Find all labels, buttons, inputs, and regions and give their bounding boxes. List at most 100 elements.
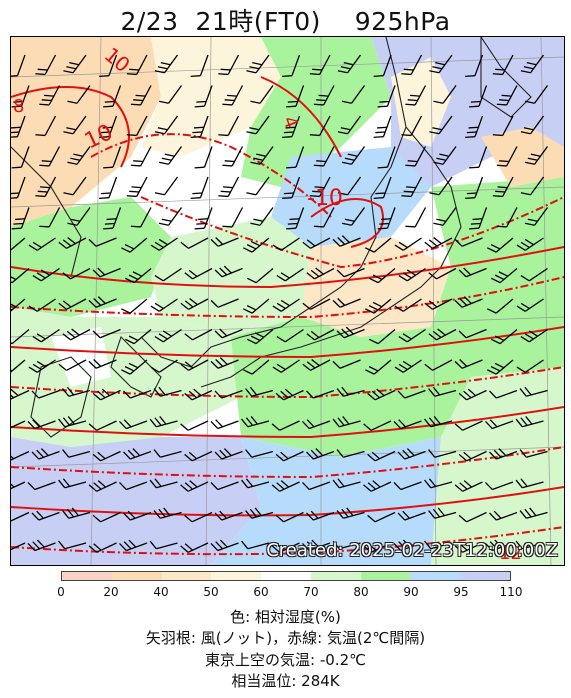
- wind-barb: [28, 298, 56, 312]
- wind-barb: [241, 416, 270, 428]
- wind-barb: [524, 146, 549, 165]
- wind-barb: [214, 510, 243, 521]
- wind-barb: [67, 207, 91, 226]
- wind-barb: [11, 115, 26, 139]
- wind-barb: [306, 328, 335, 341]
- wind-barb: [275, 511, 304, 523]
- colorbar-tick-label: 70: [303, 585, 319, 599]
- wind-barb: [454, 296, 483, 308]
- temperature-contour: [260, 76, 342, 158]
- wind-barb: [11, 146, 30, 169]
- wind-barb: [63, 54, 87, 74]
- temperature-contour: [11, 326, 564, 359]
- wind-barb: [180, 298, 209, 310]
- wind-barb: [519, 507, 548, 519]
- wind-barb: [492, 115, 514, 137]
- wind-barb: [210, 357, 239, 369]
- wind-barb: [11, 359, 26, 375]
- wind-barb: [214, 328, 243, 339]
- wind-barb: [363, 542, 392, 553]
- wind-barb: [365, 359, 392, 375]
- wind-barb: [405, 207, 427, 228]
- colorbar-tick-label: 90: [403, 585, 419, 599]
- wind-barb: [373, 115, 392, 139]
- wind-barb: [272, 298, 300, 312]
- wind-barb: [365, 298, 392, 314]
- wind-barb: [458, 388, 487, 401]
- wind-barb: [337, 176, 362, 196]
- wind-barb: [516, 298, 544, 312]
- wind-barb: [520, 176, 545, 196]
- wind-barb: [180, 237, 209, 249]
- wind-barb: [428, 507, 457, 519]
- wind-barb: [32, 328, 60, 343]
- temperature-label: 8: [13, 96, 24, 117]
- grid-line: [11, 186, 564, 208]
- wind-barb: [11, 480, 26, 492]
- temperature-contour: [11, 246, 564, 289]
- wind-barb: [154, 176, 179, 196]
- humidity-area-kanto: [301, 237, 451, 337]
- wind-barb: [454, 542, 483, 553]
- wind-barb: [180, 542, 209, 553]
- wind-barb: [515, 416, 544, 428]
- wind-barb: [88, 480, 117, 492]
- wind-barb: [424, 540, 453, 550]
- wind-barb: [123, 448, 152, 460]
- wind-barb: [62, 386, 91, 397]
- wind-barb: [332, 540, 361, 550]
- wind-barb: [454, 359, 483, 369]
- colorbar-gradient: [61, 571, 511, 581]
- wind-barb: [180, 359, 209, 371]
- colorbar-segment: [211, 572, 262, 580]
- grid-line: [11, 316, 564, 338]
- wind-barb: [11, 268, 30, 284]
- wind-barb: [158, 146, 183, 165]
- wind-barb: [63, 176, 87, 196]
- wind-barb: [121, 298, 148, 314]
- wind-barb: [516, 237, 544, 251]
- wind-barb: [282, 115, 301, 139]
- wind-barb: [336, 326, 365, 339]
- legend-wind-temp: 矢羽根: 風(ノット)，赤線: 気温(2℃間隔): [145, 629, 426, 647]
- wind-barb: [336, 449, 365, 458]
- wind-barb: [458, 450, 487, 462]
- wind-barb: [99, 115, 118, 139]
- wind-barb: [210, 298, 239, 308]
- wind-barb: [27, 419, 56, 430]
- wind-barb: [405, 85, 427, 106]
- temperature-contour: [11, 366, 564, 399]
- wind-barb: [184, 267, 213, 280]
- wind-barb: [429, 54, 453, 74]
- wind-barb: [11, 511, 30, 523]
- wind-barb: [313, 146, 335, 167]
- wind-barb: [250, 85, 274, 104]
- wind-barb: [35, 54, 57, 76]
- chart-title: 2/23 21時(FT0) 925hPa: [0, 2, 571, 38]
- wind-barb: [31, 510, 60, 521]
- wind-barb: [92, 328, 121, 339]
- temperature-contour: [140, 196, 564, 269]
- wind-barb: [184, 328, 213, 341]
- wind-barb: [309, 54, 331, 76]
- wind-barb: [282, 176, 301, 200]
- wind-barb: [485, 481, 514, 491]
- wind-barb: [194, 85, 213, 108]
- wind-barb: [126, 176, 148, 198]
- wind-barb: [336, 267, 365, 278]
- wind-barb: [282, 54, 301, 78]
- wind-barb: [243, 359, 270, 375]
- wind-barb: [150, 298, 178, 312]
- colorbar-tick-label: 80: [353, 585, 369, 599]
- wind-barb: [496, 85, 518, 106]
- wind-barb: [35, 176, 57, 198]
- wind-barb: [271, 420, 300, 431]
- humidity-area-moist-west: [11, 197, 171, 317]
- wind-barb: [309, 115, 331, 137]
- wind-barb: [465, 176, 484, 200]
- wind-barb: [11, 176, 26, 200]
- wind-barb: [367, 511, 396, 523]
- wind-barb: [184, 388, 213, 401]
- wind-barb: [180, 420, 209, 431]
- wind-barb: [302, 419, 331, 430]
